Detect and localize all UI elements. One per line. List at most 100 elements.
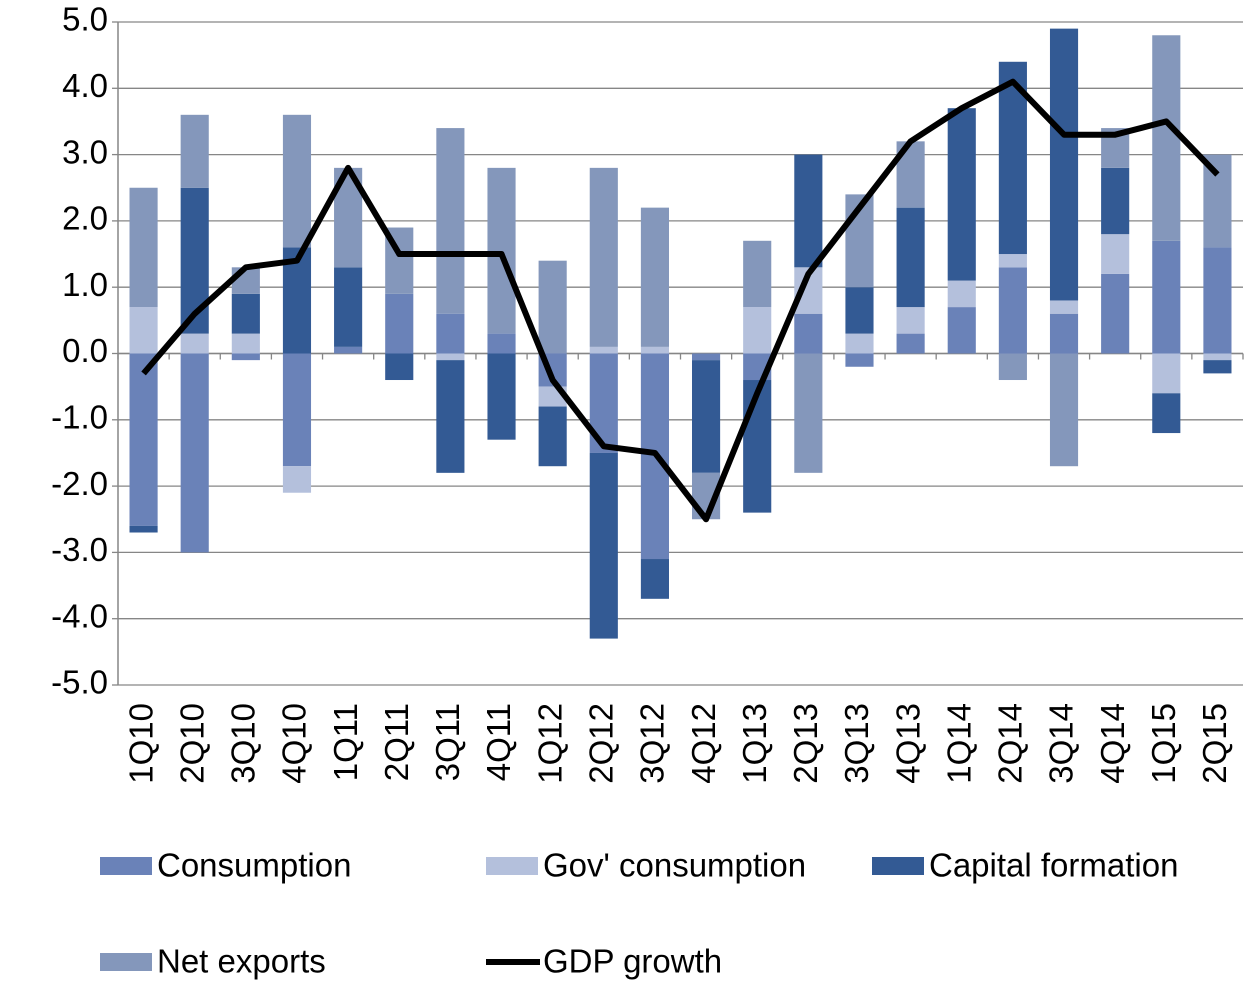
x-tick-label: 2Q10 <box>173 703 210 784</box>
bar <box>1203 360 1232 374</box>
x-tick-label: 4Q10 <box>276 703 313 784</box>
x-tick-label: 3Q12 <box>634 703 671 784</box>
bar <box>589 167 618 347</box>
bar <box>1152 353 1181 394</box>
bar <box>487 333 516 354</box>
x-tick-label: 1Q14 <box>940 703 977 784</box>
bar <box>589 452 618 639</box>
bar <box>129 307 158 354</box>
bar <box>794 313 823 354</box>
bar <box>1203 247 1232 354</box>
y-tick-label: -5.0 <box>51 664 108 701</box>
y-tick-label: 4.0 <box>62 67 108 104</box>
x-tick-label: 3Q13 <box>838 703 875 784</box>
bar <box>640 559 669 599</box>
legend-label: Consumption <box>157 847 351 884</box>
bar <box>180 187 209 334</box>
bar <box>692 360 721 473</box>
legend-swatch <box>486 857 538 875</box>
bar <box>640 207 669 347</box>
bar <box>998 254 1027 268</box>
bar <box>947 307 976 354</box>
bar <box>180 333 209 354</box>
bar <box>845 353 874 367</box>
bar <box>436 360 465 473</box>
bar <box>998 353 1027 381</box>
bar <box>1049 353 1079 467</box>
x-tick-label: 4Q14 <box>1094 703 1131 784</box>
bar <box>1101 234 1130 274</box>
bar <box>538 406 567 467</box>
bar <box>282 247 312 354</box>
legend-label: GDP growth <box>543 943 722 980</box>
y-tick-label: 0.0 <box>62 332 108 369</box>
bar <box>1152 240 1181 354</box>
bar <box>743 240 772 308</box>
bar <box>385 293 414 354</box>
bar <box>231 333 260 354</box>
x-tick-label: 2Q11 <box>378 703 415 781</box>
legend-swatch <box>100 953 152 971</box>
bar <box>743 380 772 513</box>
bar <box>436 353 465 361</box>
y-tick-label: -4.0 <box>51 597 108 634</box>
legend-label: Gov' consumption <box>543 847 806 884</box>
bar <box>231 267 260 294</box>
bar <box>1049 300 1079 314</box>
bar <box>487 353 516 440</box>
bar <box>1101 167 1130 235</box>
bar <box>743 307 772 354</box>
y-tick-label: 2.0 <box>62 200 108 237</box>
y-tick-label: -3.0 <box>51 531 108 568</box>
x-tick-label: 2Q14 <box>992 703 1029 784</box>
bar <box>640 346 669 354</box>
bar <box>231 353 260 361</box>
bar <box>845 287 874 334</box>
x-tick-label: 1Q15 <box>1145 703 1182 784</box>
bar <box>538 260 567 354</box>
bar <box>129 187 158 308</box>
x-tick-label: 1Q11 <box>327 703 364 781</box>
x-tick-label: 4Q12 <box>685 703 722 784</box>
legend-label: Net exports <box>157 943 326 980</box>
bar <box>1101 273 1130 354</box>
y-tick-label: -2.0 <box>51 465 108 502</box>
bar <box>947 280 976 308</box>
y-tick-label: 1.0 <box>62 266 108 303</box>
x-tick-label: 2Q15 <box>1196 703 1233 784</box>
bar <box>896 307 925 334</box>
bar <box>282 466 312 493</box>
legend-swatch <box>872 857 924 875</box>
bar <box>794 353 823 473</box>
y-tick-label: 5.0 <box>62 1 108 38</box>
x-tick-label: 4Q13 <box>889 703 926 784</box>
bar <box>1049 28 1079 301</box>
x-tick-label: 4Q11 <box>480 703 517 781</box>
bar <box>1152 393 1181 434</box>
bar <box>692 353 721 361</box>
bar <box>436 313 465 354</box>
bar <box>334 346 363 354</box>
bar <box>436 128 465 314</box>
bar <box>180 114 209 188</box>
x-tick-label: 2Q12 <box>583 703 620 784</box>
bar <box>589 346 618 354</box>
x-tick-label: 3Q10 <box>225 703 262 784</box>
bar <box>487 167 516 334</box>
bar <box>896 333 925 354</box>
bar <box>385 353 414 381</box>
bar <box>1203 154 1232 248</box>
bar <box>180 353 209 553</box>
x-tick-label: 1Q13 <box>736 703 773 784</box>
x-tick-label: 1Q10 <box>122 703 159 784</box>
bar <box>1203 353 1232 361</box>
bar <box>129 353 158 526</box>
legend-label: Capital formation <box>929 847 1178 884</box>
bar <box>1049 313 1079 354</box>
bar <box>998 267 1027 354</box>
bar <box>845 333 874 354</box>
bar <box>129 525 158 533</box>
bar <box>1152 35 1181 241</box>
bar <box>896 207 925 308</box>
